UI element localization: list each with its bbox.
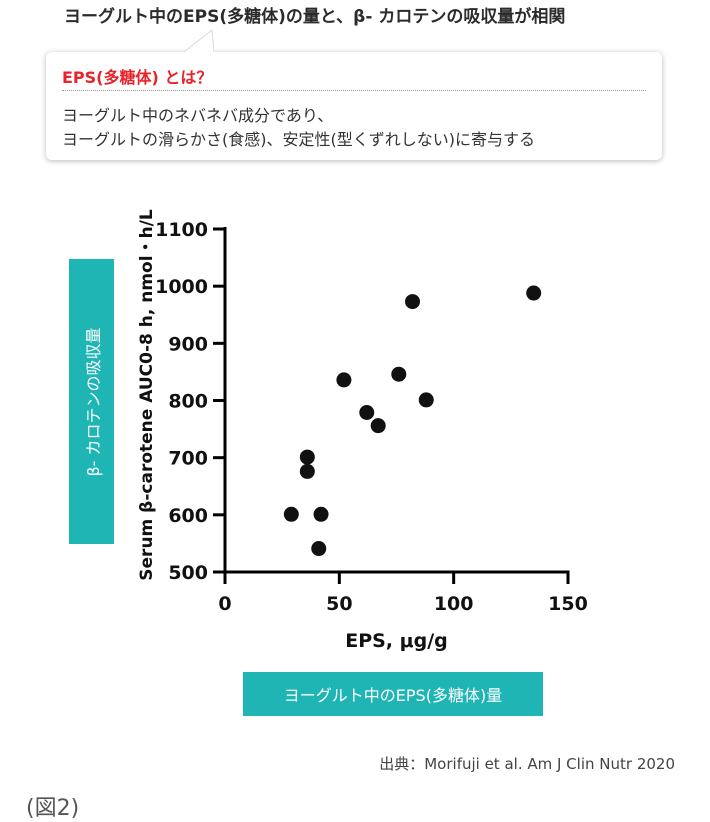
figure-label: (図2) bbox=[26, 796, 80, 821]
data-point bbox=[405, 294, 421, 310]
data-point bbox=[370, 418, 386, 434]
callout-divider bbox=[62, 90, 646, 91]
data-point bbox=[311, 541, 327, 557]
x-axis-title: EPS, μg/g bbox=[345, 630, 448, 652]
y-tick-label: 900 bbox=[168, 333, 208, 355]
data-point bbox=[299, 463, 315, 479]
callout-title: EPS(多糖体) とは？ bbox=[62, 68, 213, 87]
eps-definition-callout: EPS(多糖体) とは？ ヨーグルト中のネバネバ成分であり、 ヨーグルトの滑らか… bbox=[46, 52, 662, 160]
callout-text-line-1: ヨーグルト中のネバネバ成分であり、 bbox=[62, 106, 334, 125]
y-tick-label: 800 bbox=[168, 391, 208, 413]
data-point bbox=[418, 392, 434, 408]
y-tick-label: 1100 bbox=[155, 219, 208, 241]
x-axis-banner: ヨーグルト中のEPS(多糖体)量 bbox=[243, 672, 543, 716]
headline: ヨーグルト中のEPS(多糖体)の量と、β- カロテンの吸収量が相関 bbox=[64, 7, 566, 27]
data-point bbox=[526, 285, 542, 301]
data-point bbox=[391, 366, 407, 382]
data-point bbox=[336, 372, 352, 388]
callout-text-line-2: ヨーグルトの滑らかさ(食感)、安定性(型くずれしない)に寄与する bbox=[62, 130, 535, 149]
x-axis-banner-label: ヨーグルト中のEPS(多糖体)量 bbox=[283, 686, 503, 705]
x-tick-label: 100 bbox=[434, 593, 474, 615]
y-axis-title: Serum β-carotene AUC0-8 h, nmol・h/L bbox=[137, 209, 157, 581]
x-tick-label: 150 bbox=[548, 593, 588, 615]
y-axis-banner: β- カロテンの吸収量 bbox=[69, 259, 114, 544]
data-point bbox=[299, 449, 315, 465]
source-citation: 出典：Morifuji et al. Am J Clin Nutr 2020 bbox=[379, 755, 675, 773]
y-tick-label: 600 bbox=[168, 505, 208, 527]
y-tick-label: 500 bbox=[168, 562, 208, 584]
x-tick-label: 50 bbox=[326, 593, 352, 615]
data-point bbox=[359, 405, 375, 421]
data-point bbox=[283, 506, 299, 522]
callout-pointer bbox=[184, 30, 214, 53]
data-point bbox=[313, 506, 329, 522]
y-tick-label: 1000 bbox=[155, 276, 208, 298]
y-tick-label: 700 bbox=[168, 448, 208, 470]
x-tick-label: 0 bbox=[218, 593, 231, 615]
